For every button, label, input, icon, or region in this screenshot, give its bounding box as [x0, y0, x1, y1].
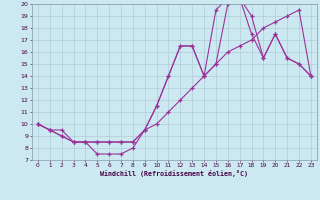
X-axis label: Windchill (Refroidissement éolien,°C): Windchill (Refroidissement éolien,°C) — [100, 170, 248, 177]
